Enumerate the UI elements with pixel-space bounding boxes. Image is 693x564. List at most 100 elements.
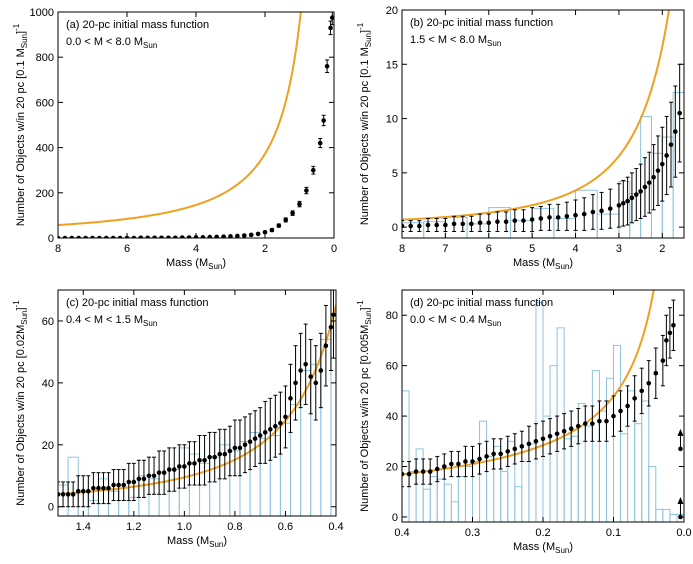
histogram-bin (613, 344, 622, 522)
y-axis-label: Number of Objects w/in 20 pc [0.005MSun]… (356, 300, 373, 512)
data-point (156, 470, 162, 475)
data-point (311, 167, 316, 173)
data-point (420, 469, 426, 474)
x-tick-label: 0.1 (606, 527, 621, 539)
data-point (538, 216, 544, 221)
data-point (214, 234, 219, 238)
data-point (413, 469, 419, 474)
plot-area-d (402, 290, 684, 522)
histogram-bin (535, 302, 544, 522)
limit-arrow-head (677, 428, 684, 436)
data-point (101, 485, 106, 491)
x-tick-label: 0.6 (278, 521, 293, 533)
data-point (646, 381, 652, 386)
fit-curve (402, 10, 670, 221)
data-point (267, 427, 273, 432)
data-point (442, 464, 447, 469)
data-point (110, 235, 116, 238)
data-point (677, 110, 682, 116)
data-point (597, 418, 602, 424)
histogram-bin (290, 404, 302, 516)
histogram-bin (402, 390, 410, 522)
data-point (328, 324, 334, 330)
y-tick-label: 400 (36, 143, 54, 155)
data-point (417, 223, 422, 229)
data-point (146, 473, 152, 479)
data-point (590, 209, 596, 215)
x-tick-label: 0.2 (535, 527, 550, 539)
data-point (192, 461, 197, 466)
y-tick-label: 0 (48, 233, 54, 245)
data-point (116, 482, 121, 488)
histogram-bin (509, 220, 533, 238)
data-point (62, 235, 68, 238)
data-point (136, 476, 142, 482)
data-point (616, 203, 622, 208)
data-point (152, 235, 157, 238)
y-tick-label: 1000 (30, 7, 54, 19)
y-tick-label: 0 (48, 502, 54, 514)
data-point (402, 471, 405, 477)
data-point (242, 233, 247, 238)
data-point (126, 479, 132, 485)
data-point (443, 222, 448, 228)
data-point (568, 426, 574, 431)
data-point (498, 451, 504, 457)
data-point (526, 441, 532, 447)
panel-title: (a) 20-pc initial mass function (66, 19, 209, 31)
x-axis-label: Mass (MSun) (513, 257, 573, 271)
data-point (97, 235, 102, 238)
histogram-bin (436, 478, 445, 522)
data-point (76, 235, 81, 238)
panel-range-label: 1.5 < M < 8.0 MSun (410, 34, 501, 48)
data-point (159, 235, 164, 238)
data-point (633, 192, 639, 197)
histogram-bin (655, 508, 664, 522)
y-tick-label: 10 (386, 114, 398, 126)
data-point (200, 235, 206, 238)
histogram-bin (408, 471, 417, 522)
histogram-bin (596, 213, 620, 238)
data-point (117, 235, 123, 238)
data-point (425, 222, 431, 228)
data-point (512, 218, 518, 223)
fit-curve (402, 290, 655, 476)
data-point (408, 223, 413, 229)
data-point (58, 492, 61, 497)
data-point (590, 421, 595, 426)
histogram-bin (553, 217, 577, 238)
limit-arrow-head (677, 496, 684, 504)
data-point (449, 461, 454, 467)
histogram-bin (648, 466, 657, 522)
histogram-bin (549, 365, 558, 522)
x-tick-label: 0.0 (676, 527, 691, 539)
x-tick-label: 0.8 (227, 521, 242, 533)
data-point (328, 25, 333, 31)
data-point (583, 421, 588, 426)
histogram-bin (507, 440, 516, 522)
data-point (232, 445, 238, 451)
data-point (171, 467, 177, 472)
data-point (227, 448, 233, 454)
x-tick-label: 0.4 (394, 527, 409, 539)
histogram-bin (570, 435, 579, 522)
data-point (278, 420, 283, 426)
x-tick-label: 0.3 (465, 527, 480, 539)
data-point (83, 235, 88, 238)
data-point (177, 464, 182, 469)
data-point (70, 492, 76, 497)
histogram-bin (514, 486, 523, 522)
data-point (60, 492, 66, 497)
data-point (646, 180, 652, 185)
data-point (406, 471, 412, 477)
data-point (331, 312, 336, 318)
y-tick-label: 40 (386, 411, 398, 423)
x-tick-label: 1.2 (126, 521, 141, 533)
data-point (182, 464, 187, 469)
x-tick-label: 0.4 (328, 521, 343, 533)
y-tick-label: 600 (36, 97, 54, 109)
data-point (664, 338, 669, 343)
data-point (202, 457, 207, 463)
data-point (554, 431, 560, 437)
histogram-bin (577, 402, 586, 522)
